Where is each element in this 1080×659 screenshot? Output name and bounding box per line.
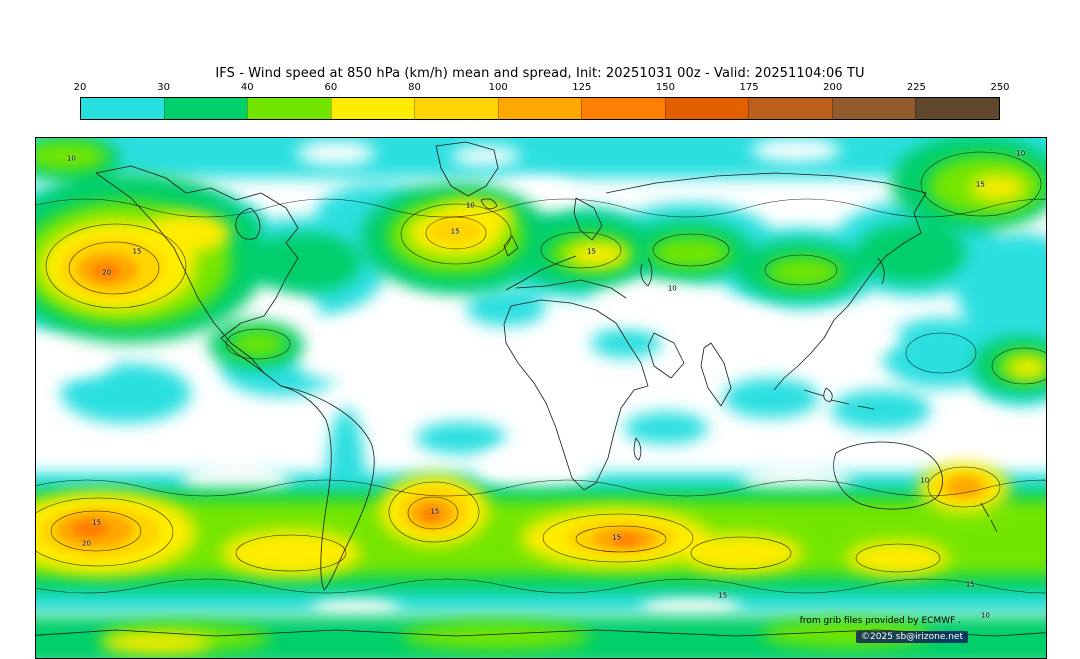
colorbar-tick: 175 <box>739 82 759 93</box>
colorbar-tick: 225 <box>906 82 926 93</box>
contour-label: 15 <box>612 533 622 542</box>
colorbar-segment <box>748 98 832 119</box>
contour-label: 10 <box>980 611 990 620</box>
colorbar-segment <box>664 98 749 119</box>
contour-label: 20 <box>102 268 112 277</box>
colorbar-tick: 125 <box>572 82 592 93</box>
colorbar-wrap: 20 30 40 60 80 100 125 150 175 200 225 250 <box>74 82 1010 122</box>
colorbar-tick: 250 <box>990 82 1010 93</box>
contour-label: 20 <box>82 539 91 548</box>
credit-copyright: ©2025 sb@irizone.net <box>856 631 968 643</box>
page-title: IFS - Wind speed at 850 hPa (km/h) mean … <box>215 66 865 81</box>
colorbar-tick: 80 <box>408 82 421 93</box>
contour-label: 15 <box>965 580 975 589</box>
contour-label: 15 <box>430 507 440 516</box>
colorbar-segment <box>915 98 1000 119</box>
colorbar-segment <box>414 98 498 119</box>
colorbar-segment <box>581 98 665 119</box>
contour-label: 10 <box>66 154 76 163</box>
colorbar-tick: 40 <box>240 82 254 93</box>
wind-map-canvas <box>36 138 1046 658</box>
colorbar-segment <box>247 98 331 119</box>
wind-map: 10 15 20 10 15 15 10 10 15 15 20 15 15 10 15 10 15 from … <box>35 137 1047 659</box>
contour-label: 10 <box>465 201 475 210</box>
contour-label: 15 <box>132 247 142 256</box>
colorbar-tick: 150 <box>655 82 675 93</box>
contour-label: 10 <box>1016 149 1026 158</box>
contour-label: 15 <box>975 180 985 189</box>
contour-label: 15 <box>450 227 460 236</box>
colorbar <box>80 97 1000 120</box>
contour-label: 10 <box>920 476 930 485</box>
field-deep-orange-layer <box>72 263 640 546</box>
contour-label: 15 <box>92 518 102 527</box>
contour-label: 15 <box>718 591 728 600</box>
colorbar-ticks: 20 30 40 60 80 100 125 150 175 200 225 250 <box>74 82 1010 94</box>
colorbar-segment <box>497 98 582 119</box>
spread-contours <box>36 151 1046 594</box>
field-orange-layer <box>56 253 982 550</box>
colorbar-tick: 100 <box>488 82 508 93</box>
colorbar-segment <box>81 98 164 119</box>
colorbar-tick: 30 <box>157 82 170 93</box>
colorbar-tick: 200 <box>823 82 843 93</box>
colorbar-segment <box>163 98 248 119</box>
contour-label: 10 <box>667 284 677 293</box>
colorbar-segment <box>831 98 916 119</box>
colorbar-tick: 20 <box>73 82 87 93</box>
contour-label: 15 <box>587 247 596 256</box>
colorbar-tick: 60 <box>324 82 338 93</box>
colorbar-segment <box>330 98 415 119</box>
credit-ecmwf: from grib files provided by ECMWF . <box>799 616 961 626</box>
